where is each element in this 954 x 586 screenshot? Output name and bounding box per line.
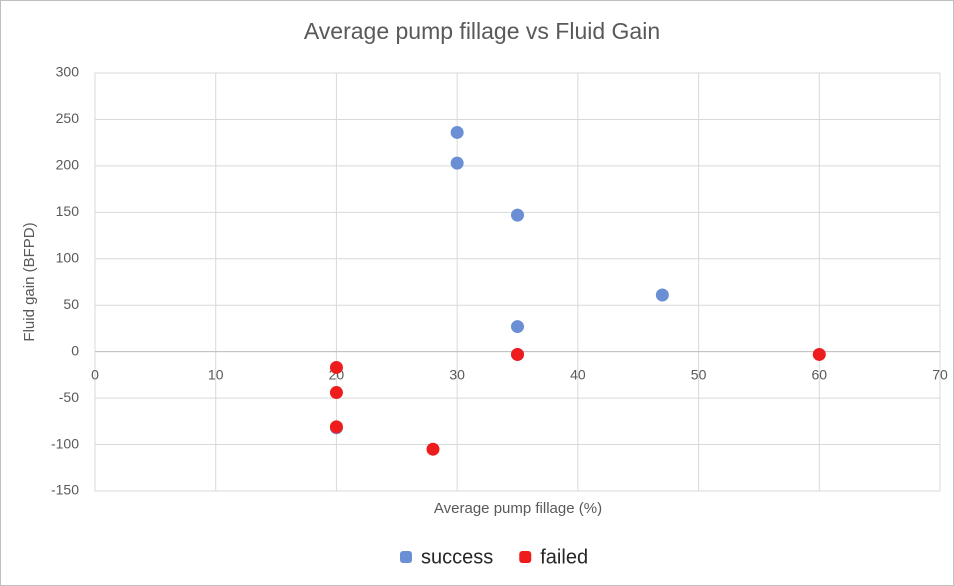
x-tick-label: 40 [570,366,586,382]
y-tick-label: 150 [56,203,80,219]
y-tick-label: -100 [51,435,79,451]
legend-marker [519,551,532,563]
y-tick-label: -50 [59,389,79,405]
x-axis-title: Average pump fillage (%) [434,500,602,517]
x-tick-label: 10 [208,366,224,382]
x-tick-label: 70 [932,366,948,382]
y-tick-label: 250 [56,110,80,126]
legend-label: failed [540,546,588,568]
point [655,288,669,302]
point [426,442,440,456]
x-tick-label: 50 [691,366,707,382]
point [511,208,524,222]
x-tick-label: 30 [449,366,465,382]
y-tick-label: 200 [56,157,80,173]
y-tick-label: 100 [56,249,80,265]
point [511,320,524,334]
point [511,347,524,361]
y-tick-label: -150 [51,482,79,498]
point [329,360,343,374]
y-tick-label: 50 [63,296,79,312]
point [450,156,464,170]
point [812,347,826,361]
legend-marker [400,551,412,563]
point [329,420,343,434]
chart-title: Average pump fillage vs Fluid Gain [304,18,660,44]
legend-label: success [421,546,493,568]
y-axis-title: Fluid gain (BFPD) [21,222,38,341]
x-tick-label: 0 [91,366,99,382]
point [329,386,343,400]
point [450,125,464,139]
x-tick-label: 60 [811,366,827,382]
y-tick-label: 300 [56,64,80,80]
y-tick-label: 0 [71,342,79,358]
